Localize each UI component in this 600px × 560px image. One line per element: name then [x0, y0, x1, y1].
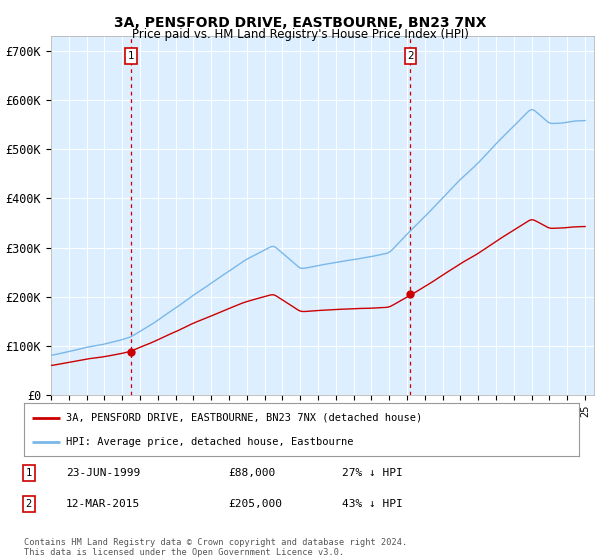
Text: 3A, PENSFORD DRIVE, EASTBOURNE, BN23 7NX (detached house): 3A, PENSFORD DRIVE, EASTBOURNE, BN23 7NX…: [65, 413, 422, 423]
Text: 2: 2: [407, 51, 414, 61]
Text: £205,000: £205,000: [228, 499, 282, 509]
Text: 1: 1: [26, 468, 32, 478]
Text: £88,000: £88,000: [228, 468, 275, 478]
Text: 27% ↓ HPI: 27% ↓ HPI: [342, 468, 403, 478]
Text: 2: 2: [26, 499, 32, 509]
Text: 1: 1: [127, 51, 134, 61]
Text: HPI: Average price, detached house, Eastbourne: HPI: Average price, detached house, East…: [65, 437, 353, 447]
Text: 23-JUN-1999: 23-JUN-1999: [66, 468, 140, 478]
Text: Price paid vs. HM Land Registry's House Price Index (HPI): Price paid vs. HM Land Registry's House …: [131, 28, 469, 41]
Text: Contains HM Land Registry data © Crown copyright and database right 2024.
This d: Contains HM Land Registry data © Crown c…: [24, 538, 407, 557]
Text: 12-MAR-2015: 12-MAR-2015: [66, 499, 140, 509]
Text: 3A, PENSFORD DRIVE, EASTBOURNE, BN23 7NX: 3A, PENSFORD DRIVE, EASTBOURNE, BN23 7NX: [114, 16, 486, 30]
Text: 43% ↓ HPI: 43% ↓ HPI: [342, 499, 403, 509]
